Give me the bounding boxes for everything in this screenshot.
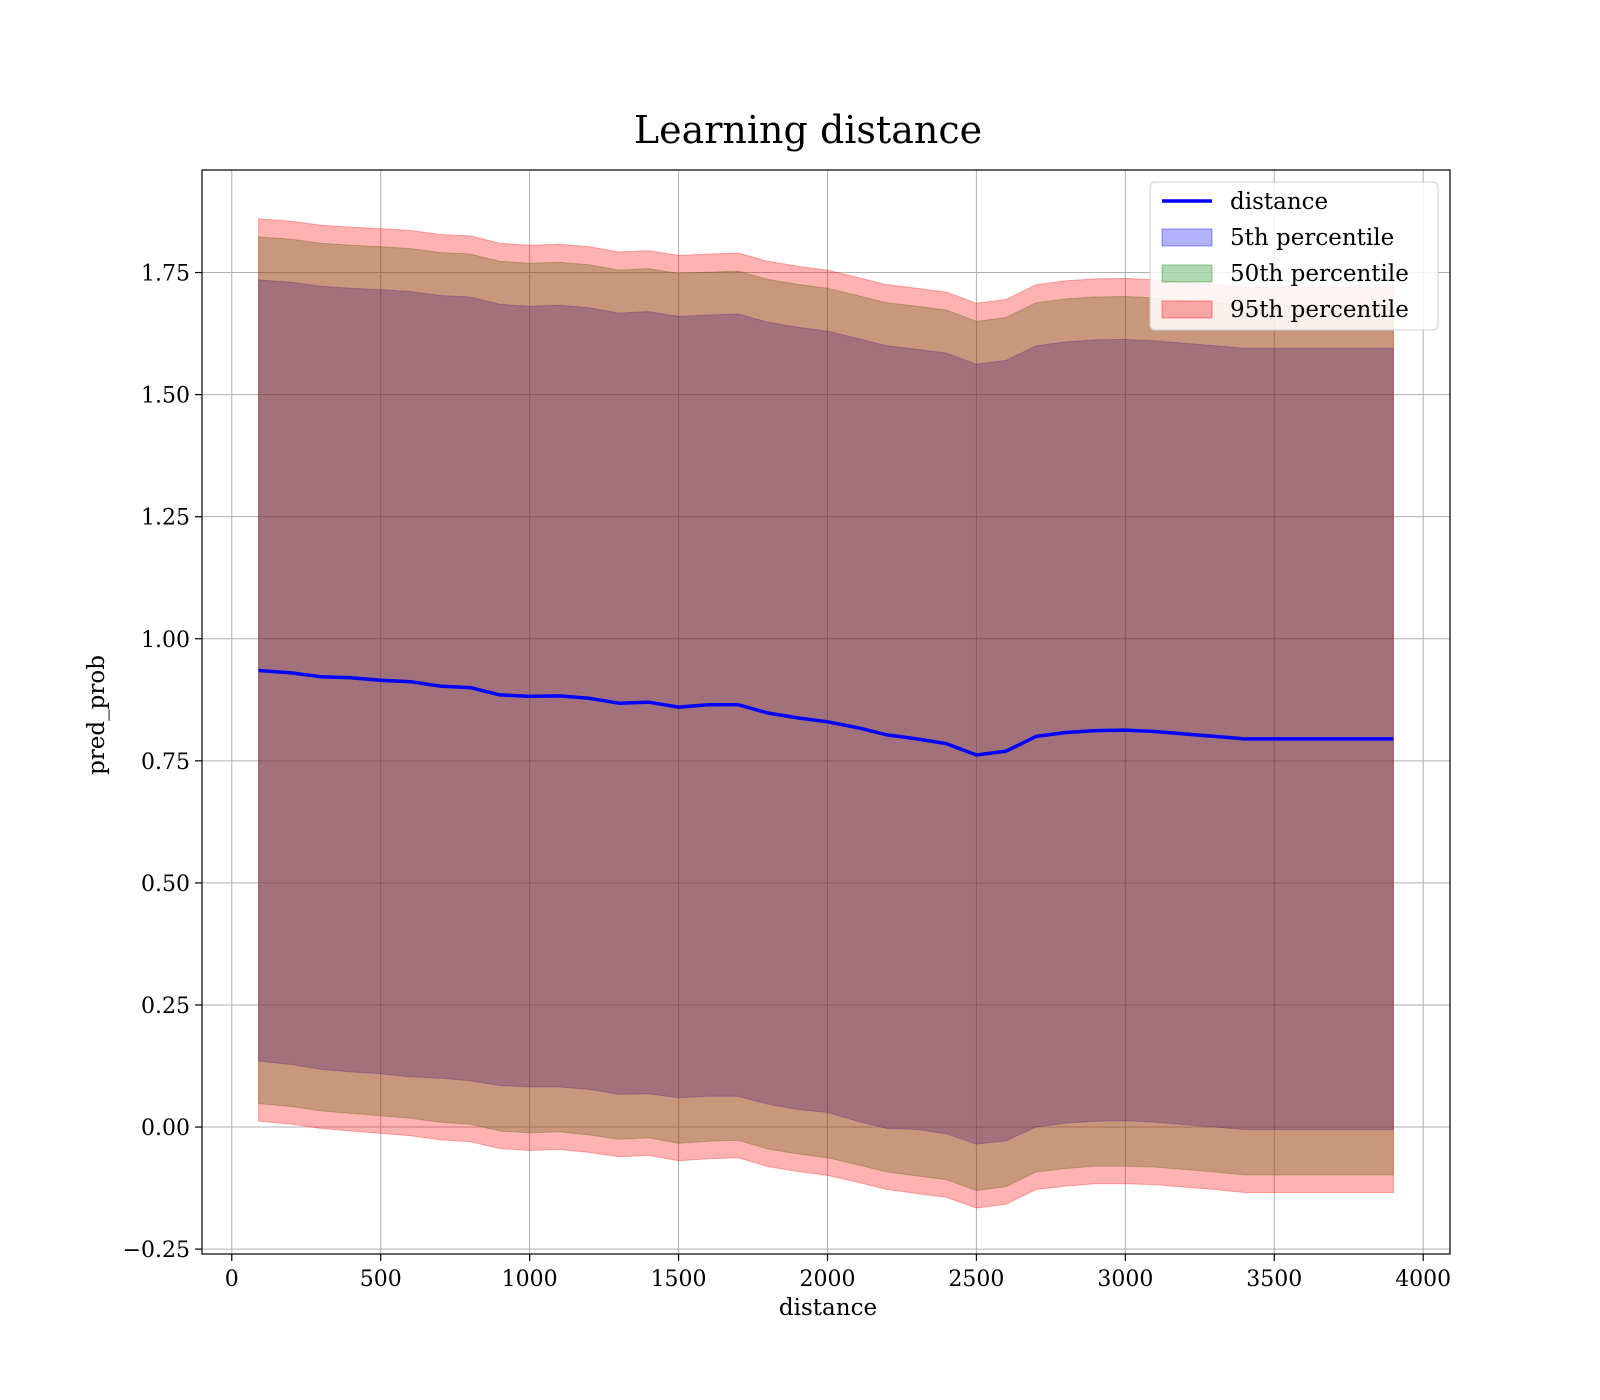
x-tick-label: 3000 <box>1097 1267 1153 1292</box>
y-tick-label: −0.25 <box>123 1238 190 1263</box>
y-tick-label: 0.50 <box>141 872 190 897</box>
x-tick-label: 3500 <box>1246 1267 1302 1292</box>
x-tick-label: 4000 <box>1395 1267 1451 1292</box>
legend-entry: 5th percentile <box>1161 225 1394 251</box>
legend-label: 95th percentile <box>1230 297 1409 323</box>
y-tick-label: 0.00 <box>141 1116 190 1141</box>
y-axis-label: pred_prob <box>84 655 110 775</box>
x-axis-ticks: 0 500 1000 1500 2000 2500 3000 3500 4000 <box>225 1254 1451 1292</box>
y-tick-label: 0.25 <box>141 994 190 1019</box>
series-lines <box>258 668 1394 757</box>
y-axis-ticks: −0.25 0.00 0.25 0.50 0.75 1.00 1.25 1.50 1.75 <box>123 262 202 1263</box>
legend-entry: 50th percentile <box>1161 261 1409 287</box>
grid <box>202 170 1450 1254</box>
legend-entry: 95th percentile <box>1161 297 1409 323</box>
y-tick-label: 1.00 <box>141 628 190 653</box>
legend-label: 5th percentile <box>1230 225 1394 251</box>
plot-frame <box>201 169 1451 1255</box>
y-tick-label: 1.50 <box>141 384 190 409</box>
x-tick-label: 0 <box>225 1267 239 1292</box>
x-tick-label: 500 <box>360 1267 402 1292</box>
x-tick-label: 1500 <box>651 1267 707 1292</box>
legend-frame <box>1149 181 1439 331</box>
legend-swatch <box>1161 300 1213 319</box>
legend: distance 5th percentile 50th percentile 95t… <box>1149 181 1439 331</box>
band-50th-percentile <box>258 236 1394 1192</box>
x-tick-label: 2500 <box>948 1267 1004 1292</box>
line-distance <box>258 668 1394 757</box>
band-5th-percentile <box>258 279 1394 1145</box>
x-axis-label: distance <box>779 1295 877 1321</box>
x-tick-label: 1000 <box>502 1267 558 1292</box>
x-tick-label: 2000 <box>799 1267 855 1292</box>
legend-label: distance <box>1230 189 1328 215</box>
legend-label: 50th percentile <box>1230 261 1409 287</box>
legend-entry: distance <box>1162 189 1328 215</box>
y-tick-label: 1.25 <box>141 506 190 531</box>
legend-swatch <box>1161 228 1213 247</box>
y-tick-label: 1.75 <box>141 262 190 287</box>
legend-swatch <box>1161 264 1213 283</box>
chart-title: Learning distance <box>634 108 982 152</box>
y-tick-label: 0.75 <box>141 750 190 775</box>
percentile-bands <box>258 218 1394 1209</box>
band-95th-percentile <box>258 218 1394 1209</box>
